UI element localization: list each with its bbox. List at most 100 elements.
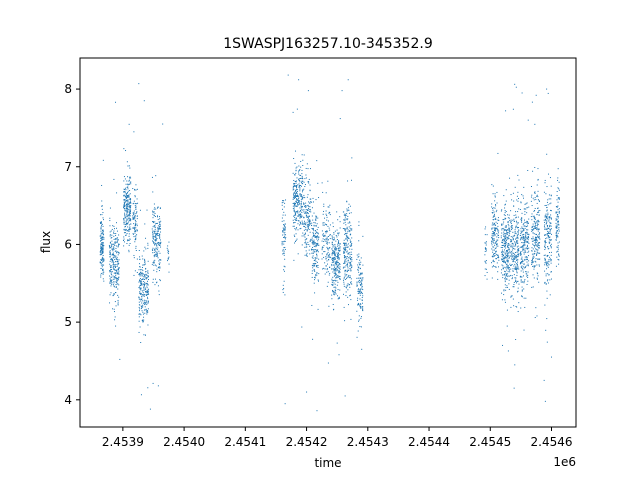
data-point [359,267,361,269]
data-point [111,274,113,276]
data-point [155,235,157,237]
data-point [494,233,496,235]
data-point [127,222,129,224]
data-point [345,228,347,230]
data-point [339,227,341,229]
data-point [126,199,128,201]
data-point [297,202,299,204]
data-point [159,225,161,227]
data-point [514,268,516,270]
data-point [338,354,340,356]
data-point [344,245,346,247]
data-point [152,382,154,384]
data-point [147,302,149,304]
data-point [297,210,299,212]
data-point [145,283,147,285]
data-point [525,233,527,235]
data-point [558,255,560,257]
data-point [492,260,494,262]
data-point [335,240,337,242]
data-point [548,233,550,234]
data-point [504,277,506,279]
data-point [307,241,309,243]
data-point [532,286,534,288]
data-point [497,152,499,154]
data-point [151,249,153,251]
data-point [550,210,552,212]
data-point [503,245,505,247]
data-point [505,245,507,247]
data-point [139,313,141,315]
data-point [155,237,157,239]
data-point [341,90,343,92]
data-point [484,250,486,252]
data-point [344,266,346,268]
data-point [303,154,305,156]
data-point [557,201,559,203]
data-point [129,167,131,169]
data-point [537,275,539,277]
data-point [137,202,139,204]
data-point [358,271,360,273]
data-point [302,223,304,225]
data-point [519,239,521,241]
data-point [332,251,334,253]
data-point [308,208,310,210]
data-point [159,244,161,246]
data-point [296,219,298,221]
data-point [152,262,154,264]
data-point [494,207,496,209]
data-point [504,214,506,216]
data-point [295,185,297,187]
data-point [346,235,348,237]
data-point [493,253,495,255]
data-point [339,243,341,245]
data-point [346,213,348,215]
data-point [332,253,334,255]
data-point [343,239,345,241]
y-axis-label: flux [39,231,53,253]
data-point [110,237,112,239]
data-point [313,232,315,234]
data-point [504,207,506,209]
data-point [297,229,299,231]
data-point [528,247,530,249]
data-point [361,306,363,308]
data-point [111,240,113,242]
data-point [126,161,128,163]
data-point [346,284,348,286]
data-point [158,241,160,243]
data-point [317,244,319,246]
data-point [299,188,301,190]
data-point [537,252,539,254]
data-point [328,305,330,307]
data-point [534,265,536,267]
data-point [102,242,104,244]
data-point [349,231,351,233]
data-point [361,348,363,350]
data-point [101,257,103,259]
data-point [349,252,351,254]
data-point [112,284,114,286]
data-point [126,230,128,232]
data-point [527,276,529,278]
data-point [505,247,507,249]
data-point [334,243,336,245]
data-point [513,205,515,207]
data-point [555,218,557,220]
data-point [533,210,535,212]
data-point [336,342,338,344]
data-point [102,241,104,243]
data-point [507,214,509,216]
data-point [497,271,499,273]
data-point [110,276,112,278]
data-point [350,318,352,320]
data-point [549,177,551,179]
data-point [521,286,523,288]
data-point [155,247,157,249]
data-point [347,246,349,248]
data-point [116,269,118,271]
data-point [306,246,308,248]
data-point [300,210,302,211]
